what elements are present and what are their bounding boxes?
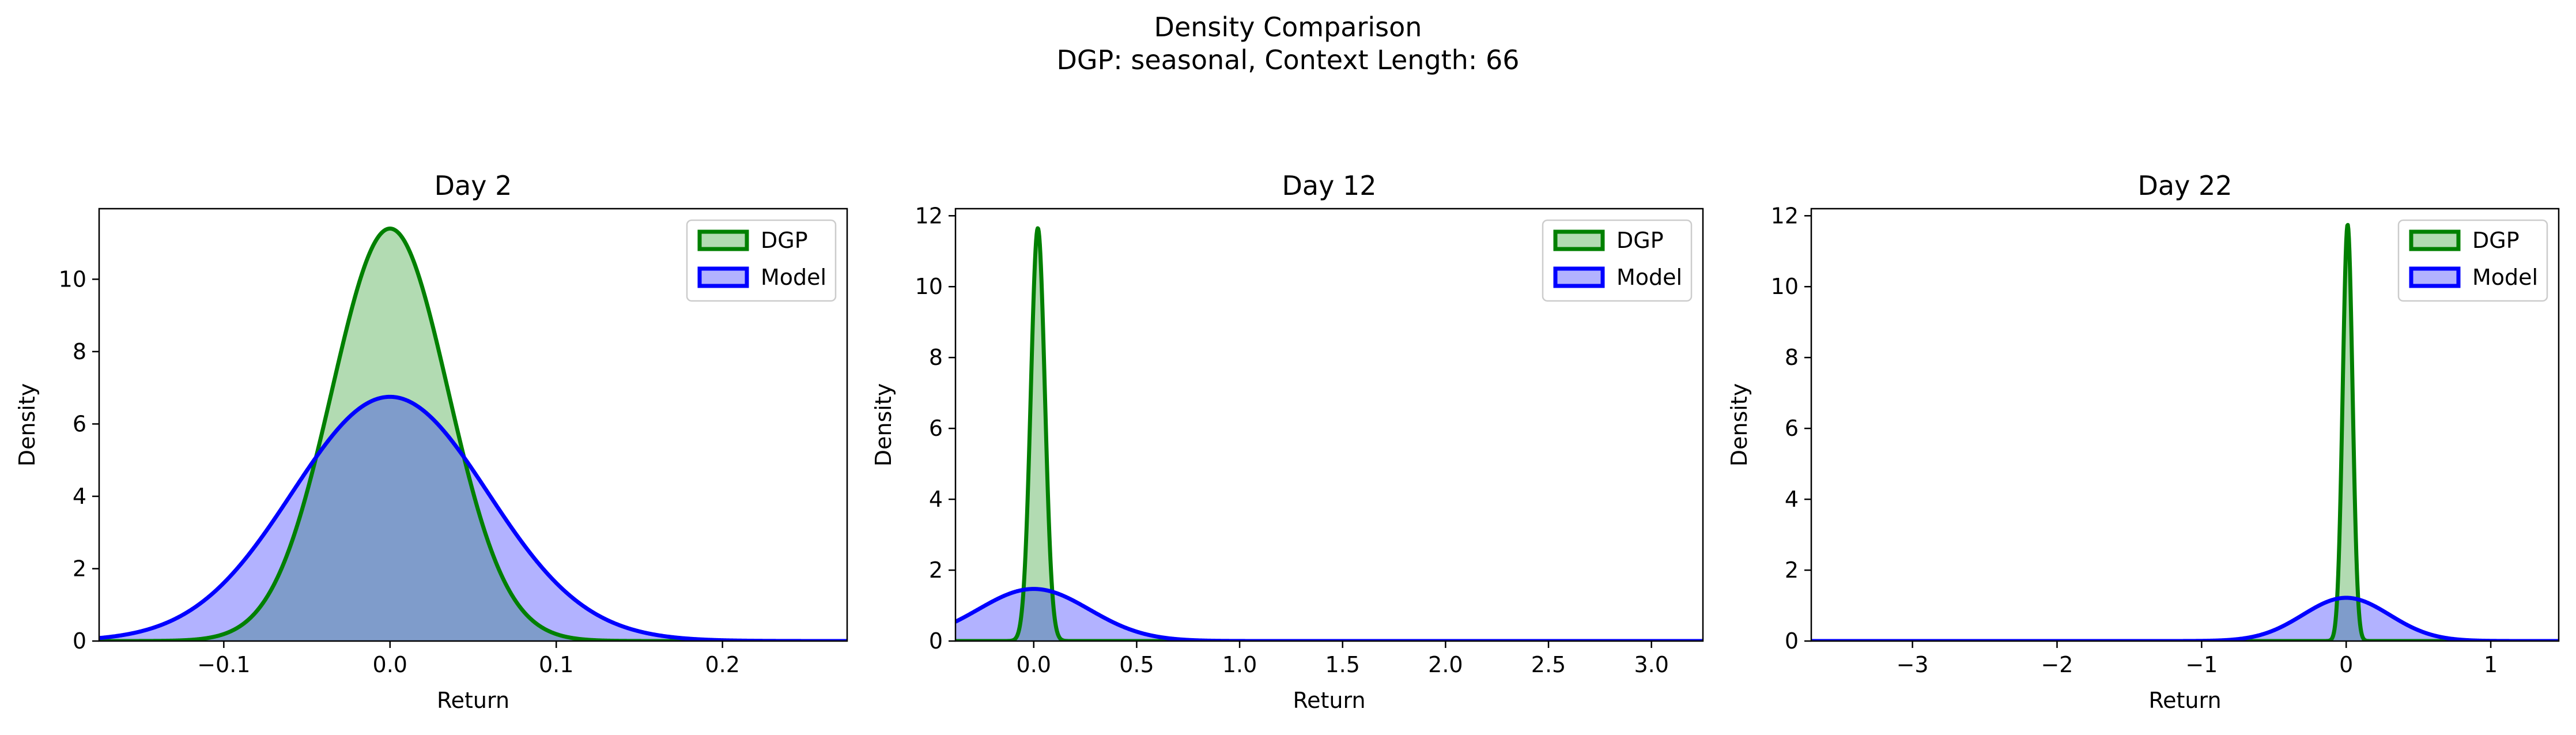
model-density-line [99,394,847,641]
legend-swatch-dgp [2409,229,2461,251]
legend-label-model: Model [761,265,826,290]
x-tick-label: 0.0 [373,652,407,677]
model-density-line [955,587,1703,641]
legend-label-dgp: DGP [1616,228,1664,253]
y-axis-label: Density [1727,383,1752,466]
subplot-1: −0.1 0.0 0.1 0.2 0 2 4 6 8 10 Day 2 Return Density DG… [14,170,848,713]
axes-frame [954,208,1704,642]
x-tick-label: 0 [2339,652,2353,677]
legend: DGP Model [686,219,837,302]
legend-label-dgp: DGP [2472,228,2520,253]
legend: DGP Model [2397,219,2548,302]
x-tick-label: 0.5 [1119,652,1154,677]
y-tick-label: 0 [1785,628,1799,654]
y-tick-label: 6 [1785,416,1799,441]
y-tick-label: 6 [929,416,943,441]
y-tick-label: 12 [915,203,943,228]
x-tick-label: 3.0 [1634,652,1668,677]
x-tick-label: 0.0 [1017,652,1051,677]
y-tick-label: 4 [1785,487,1799,512]
y-tick-label: 10 [915,274,943,299]
x-tick-label: 1.5 [1325,652,1360,677]
y-tick-label: 6 [73,411,86,436]
x-tick-label: 1.0 [1222,652,1257,677]
plot-area [955,226,1703,641]
overlap-density-area [955,589,1703,641]
axes-frame [98,208,848,642]
legend-label-model: Model [1616,265,1682,290]
legend-swatch-dgp [697,229,749,251]
legend-swatch-model [1553,266,1605,288]
y-tick-label: 2 [1785,557,1799,583]
subplot-title: Day 2 [435,170,512,201]
y-tick-label: 12 [1771,203,1799,228]
legend: DGP Model [1542,219,1693,302]
x-tick-label: 0.2 [705,652,739,677]
subplot-2: 0.0 0.5 1.0 1.5 2.0 2.5 3.0 0 2 4 6 8 10 12 Day 12 Retu… [871,170,1704,713]
y-tick-label: 10 [59,266,86,292]
plot-area [99,227,847,641]
y-tick-label: 8 [929,345,943,370]
legend-swatch-model [697,266,749,288]
y-tick-label: 4 [929,487,943,512]
y-tick-label: 8 [1785,345,1799,370]
legend-swatch-dgp [1553,229,1605,251]
x-axis-label: Return [1293,688,1365,713]
x-tick-label: 2.0 [1428,652,1463,677]
y-tick-label: 0 [929,628,943,654]
x-axis-label: Return [2148,688,2221,713]
y-tick-label: 10 [1771,274,1799,299]
y-axis-label: Density [871,383,896,466]
x-tick-label: −1 [2185,652,2218,677]
x-tick-label: 1 [2484,652,2498,677]
model-density-area [1811,598,2559,641]
legend-swatch-model [2409,266,2461,288]
x-axis-label: Return [437,688,509,713]
y-axis-label: Density [14,383,40,466]
legend-label-dgp: DGP [761,228,808,253]
x-tick-label: −0.1 [197,652,250,677]
x-tick-label: −3 [1897,652,1929,677]
y-tick-label: 8 [73,339,86,364]
axes-frame [1810,208,2560,642]
y-tick-label: 0 [73,628,86,654]
x-tick-label: −2 [2041,652,2073,677]
figure-subtitle: DGP: seasonal, Context Length: 66 [1056,44,1519,76]
overlap-density-area [99,397,847,641]
y-tick-label: 4 [73,484,86,509]
legend-label-model: Model [2472,265,2538,290]
figure-title: Density Comparison [1154,12,1422,43]
x-tick-label: 0.1 [539,652,573,677]
y-tick-label: 2 [929,557,943,583]
subplot-title: Day 12 [1282,170,1377,201]
y-tick-label: 2 [73,556,86,581]
dgp-density-line [99,227,847,641]
x-tick-label: 2.5 [1531,652,1566,677]
subplot-title: Day 22 [2138,170,2233,201]
